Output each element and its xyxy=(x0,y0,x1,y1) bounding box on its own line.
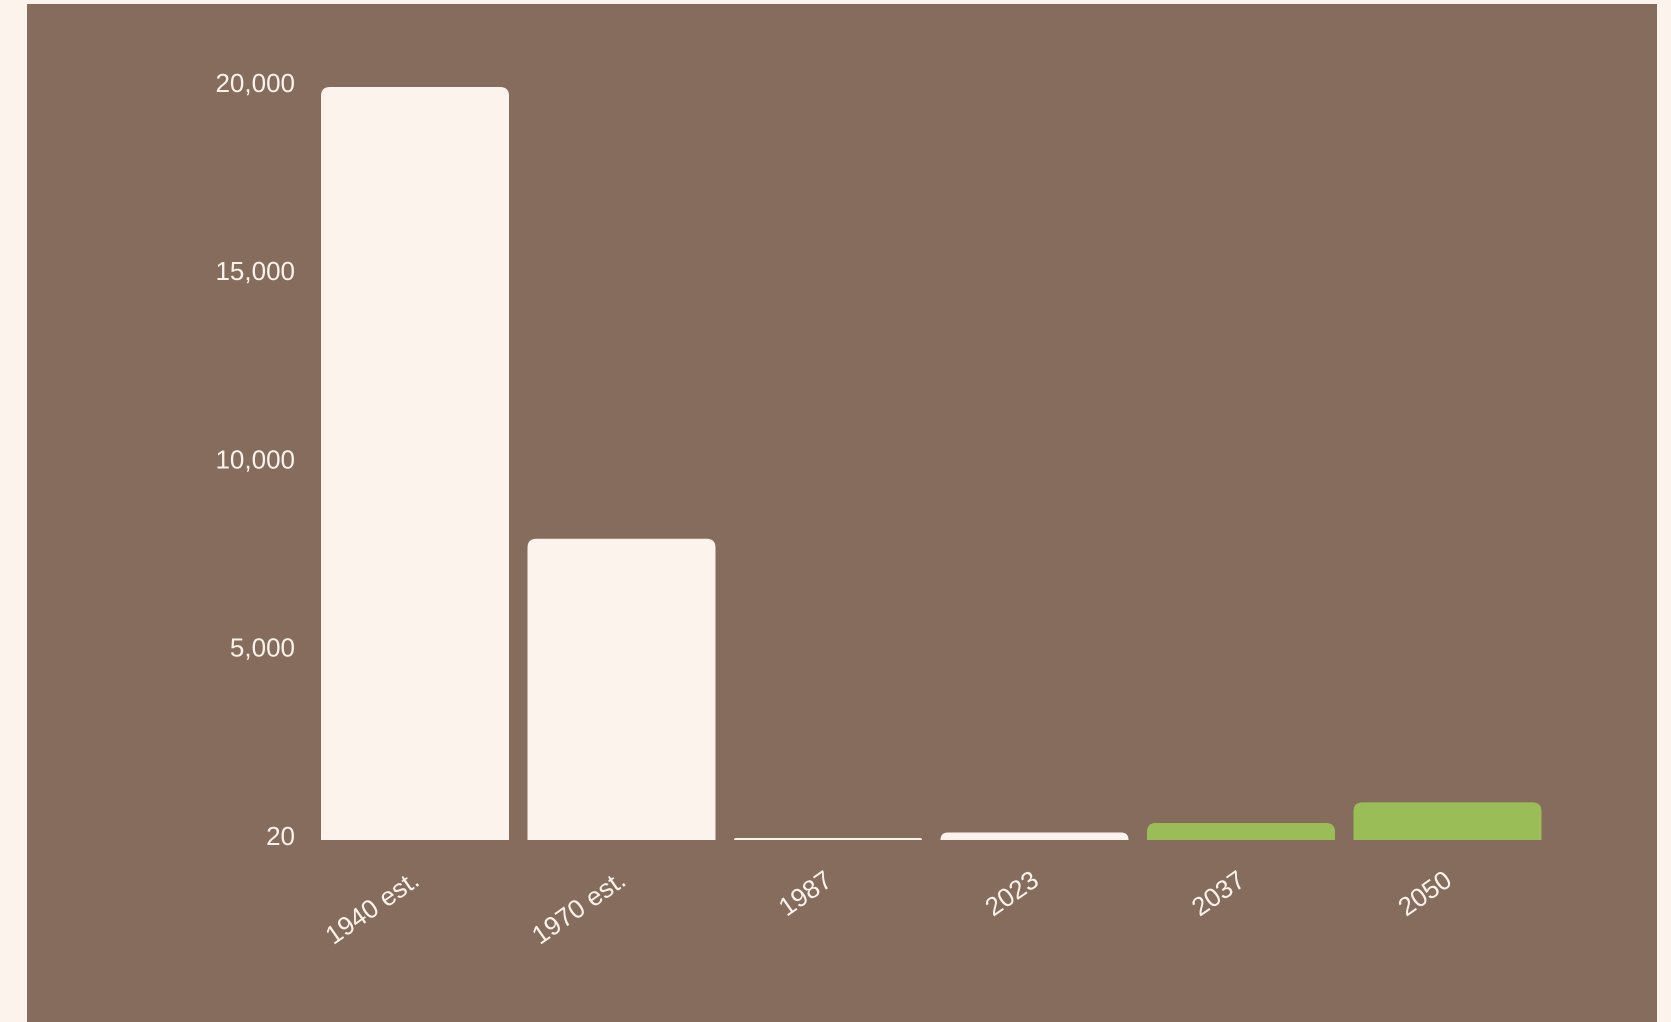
bar-1940-est xyxy=(321,87,509,840)
bar-2037 xyxy=(1147,823,1335,840)
x-tick-label: 2050 xyxy=(1392,864,1457,922)
x-tick-label: 1940 est. xyxy=(320,864,425,950)
y-tick-label: 5,000 xyxy=(230,633,295,663)
y-tick-label: 15,000 xyxy=(215,256,295,286)
chart-panel: 20 5,000 10,000 15,000 20,000 1940 est. 1970 … xyxy=(27,4,1657,1022)
y-tick-label: 20,000 xyxy=(215,68,295,98)
y-axis: 20 5,000 10,000 15,000 20,000 xyxy=(215,68,295,851)
bars xyxy=(321,87,1542,840)
bar-chart: 20 5,000 10,000 15,000 20,000 1940 est. 1970 … xyxy=(215,68,1542,950)
x-axis: 1940 est. 1970 est. 1987 2023 2037 2050 xyxy=(320,864,1457,950)
y-tick-label: 10,000 xyxy=(215,444,295,474)
x-tick-label: 1970 est. xyxy=(526,864,631,950)
x-tick-label: 2023 xyxy=(979,864,1044,922)
bar-1987 xyxy=(734,838,922,840)
bar-2023 xyxy=(940,832,1129,840)
x-tick-label: 2037 xyxy=(1186,864,1251,922)
y-tick-label: 20 xyxy=(266,821,295,851)
x-tick-label: 1987 xyxy=(773,864,838,922)
bar-2050 xyxy=(1353,802,1542,840)
bar-1970-est xyxy=(527,538,716,840)
